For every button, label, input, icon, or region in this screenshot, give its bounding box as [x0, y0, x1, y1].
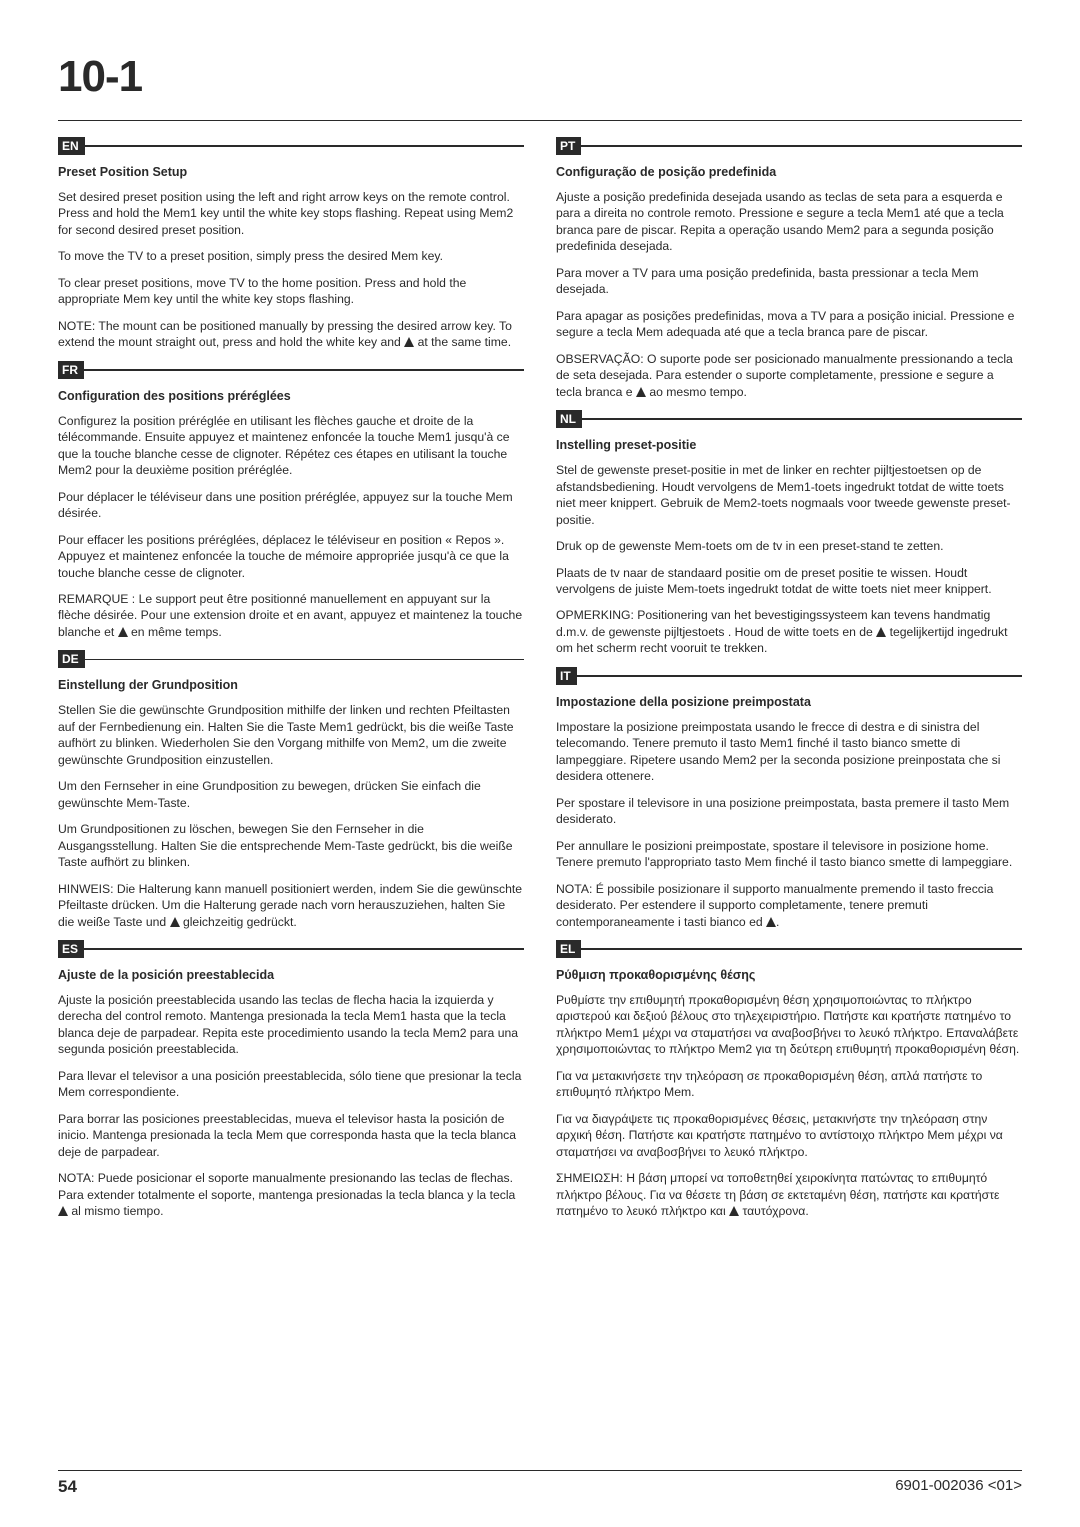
triangle-icon — [636, 387, 646, 397]
para: Para mover a TV para uma posição predefi… — [556, 265, 1022, 298]
heading-de: Einstellung der Grundposition — [58, 678, 524, 692]
para: Ρυθμίστε την επιθυμητή προκαθορισμένη θέ… — [556, 992, 1022, 1058]
para: Set desired preset position using the le… — [58, 189, 524, 238]
heading-el: Ρύθμιση προκαθορισμένης θέσης — [556, 968, 1022, 982]
triangle-icon — [170, 917, 180, 927]
para: Pour effacer les positions préréglées, d… — [58, 532, 524, 581]
lang-bar-el: EL — [556, 940, 1022, 958]
page-title: 10-1 — [58, 52, 1022, 102]
text: ao mesmo tempo. — [646, 385, 747, 399]
heading-pt: Configuração de posição predefinida — [556, 165, 1022, 179]
para: Per spostare il televisore in una posizi… — [556, 795, 1022, 828]
triangle-icon — [404, 337, 414, 347]
para-note: OBSERVAÇÃO: O suporte pode ser posiciona… — [556, 351, 1022, 400]
lang-code-es: ES — [58, 940, 84, 958]
heading-fr: Configuration des positions préréglées — [58, 389, 524, 403]
left-column: EN Preset Position Setup Set desired pre… — [58, 129, 524, 1230]
para-note: REMARQUE : Le support peut être position… — [58, 591, 524, 640]
footer-row: 54 6901-002036 <01> — [58, 1477, 1022, 1497]
para: Para llevar el televisor a una posición … — [58, 1068, 524, 1101]
page-number: 54 — [58, 1477, 77, 1497]
lang-line — [85, 145, 524, 147]
para: Configurez la position préréglée en util… — [58, 413, 524, 479]
lang-bar-it: IT — [556, 667, 1022, 685]
para: To clear preset positions, move TV to th… — [58, 275, 524, 308]
lang-bar-es: ES — [58, 940, 524, 958]
lang-line — [581, 145, 1022, 147]
text: at the same time. — [414, 335, 511, 349]
lang-line — [582, 418, 1022, 420]
text: NOTA: Puede posicionar el soporte manual… — [58, 1171, 515, 1201]
lang-code-pt: PT — [556, 137, 581, 155]
para: Um den Fernseher in eine Grundposition z… — [58, 778, 524, 811]
lang-line — [577, 675, 1022, 677]
para: Ajuste la posición preestablecida usando… — [58, 992, 524, 1058]
para: Um Grundpositionen zu löschen, bewegen S… — [58, 821, 524, 870]
lang-code-en: EN — [58, 137, 85, 155]
lang-line — [84, 369, 524, 371]
para: Pour déplacer le téléviseur dans une pos… — [58, 489, 524, 522]
triangle-icon — [58, 1206, 68, 1216]
para: Για να μετακινήσετε την τηλεόραση σε προ… — [556, 1068, 1022, 1101]
heading-nl: Instelling preset-positie — [556, 438, 1022, 452]
text: al mismo tiempo. — [68, 1204, 164, 1218]
lang-line — [581, 948, 1022, 950]
lang-code-it: IT — [556, 667, 577, 685]
lang-code-nl: NL — [556, 410, 582, 428]
text: ταυτόχρονα. — [739, 1204, 809, 1218]
footer-divider — [58, 1470, 1022, 1471]
heading-en: Preset Position Setup — [58, 165, 524, 179]
triangle-icon — [766, 917, 776, 927]
para: Για να διαγράψετε τις προκαθορισμένες θέ… — [556, 1111, 1022, 1160]
para: Para apagar as posições predefinidas, mo… — [556, 308, 1022, 341]
para: Stellen Sie die gewünschte Grundposition… — [58, 702, 524, 768]
triangle-icon — [876, 627, 886, 637]
lang-bar-nl: NL — [556, 410, 1022, 428]
para: Plaats de tv naar de standaard positie o… — [556, 565, 1022, 598]
lang-code-fr: FR — [58, 361, 84, 379]
para-note: ΣΗΜΕΙΩΣΗ: Η βάση μπορεί να τοποθετηθεί χ… — [556, 1170, 1022, 1219]
para: Per annullare le posizioni preimpostate,… — [556, 838, 1022, 871]
para-note: NOTA: É possibile posizionare il support… — [556, 881, 1022, 930]
text: en même temps. — [128, 625, 222, 639]
para: Druk op de gewenste Mem-toets om de tv i… — [556, 538, 1022, 554]
title-divider — [58, 120, 1022, 121]
triangle-icon — [118, 627, 128, 637]
lang-line — [85, 659, 524, 661]
para: Impostare la posizione preimpostata usan… — [556, 719, 1022, 785]
lang-line — [84, 948, 524, 950]
content-columns: EN Preset Position Setup Set desired pre… — [58, 129, 1022, 1230]
text: OBSERVAÇÃO: O suporte pode ser posiciona… — [556, 352, 1013, 399]
para: Ajuste a posição predefinida desejada us… — [556, 189, 1022, 255]
para: Para borrar las posiciones preestablecid… — [58, 1111, 524, 1160]
text: . — [776, 915, 779, 929]
page-footer: 54 6901-002036 <01> — [58, 1470, 1022, 1497]
para: To move the TV to a preset position, sim… — [58, 248, 524, 264]
text: gleichzeitig gedrückt. — [180, 915, 297, 929]
document-id: 6901-002036 <01> — [895, 1477, 1022, 1497]
para-note: NOTA: Puede posicionar el soporte manual… — [58, 1170, 524, 1219]
para-note: OPMERKING: Positionering van het bevesti… — [556, 607, 1022, 656]
para-note: NOTE: The mount can be positioned manual… — [58, 318, 524, 351]
heading-it: Impostazione della posizione preimpostat… — [556, 695, 1022, 709]
lang-code-de: DE — [58, 650, 85, 668]
right-column: PT Configuração de posição predefinida A… — [556, 129, 1022, 1230]
lang-code-el: EL — [556, 940, 581, 958]
lang-bar-fr: FR — [58, 361, 524, 379]
lang-bar-de: DE — [58, 650, 524, 668]
para: Stel de gewenste preset-positie in met d… — [556, 462, 1022, 528]
triangle-icon — [729, 1206, 739, 1216]
lang-bar-en: EN — [58, 137, 524, 155]
heading-es: Ajuste de la posición preestablecida — [58, 968, 524, 982]
para-note: HINWEIS: Die Halterung kann manuell posi… — [58, 881, 524, 930]
lang-bar-pt: PT — [556, 137, 1022, 155]
